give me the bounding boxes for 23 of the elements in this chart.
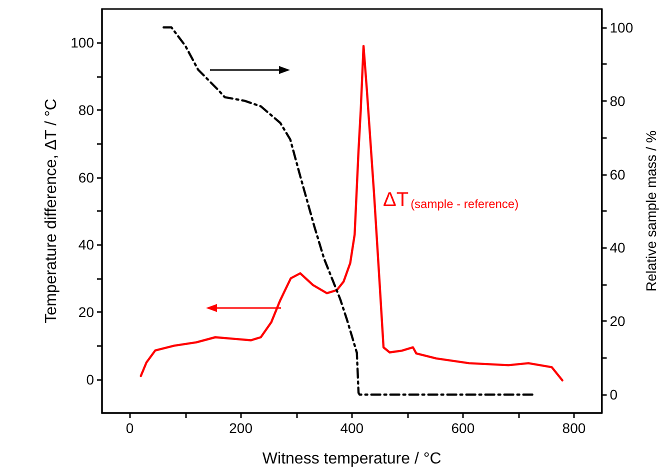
y2-tick-label: 20	[610, 313, 626, 330]
x-tick-label: 800	[562, 420, 586, 436]
line-series	[140, 44, 564, 382]
y-tick-label: 100	[70, 34, 94, 51]
y2-tick-label: 40	[610, 240, 626, 256]
x-tick-label: 200	[229, 420, 253, 436]
y2-axis-title: Relative sample mass / %	[643, 130, 659, 292]
y2-tick-label: 100	[610, 19, 634, 36]
y-tick-label: 0	[86, 371, 94, 388]
y2-tick-label: 0	[610, 386, 618, 403]
y2-tick-label: 60	[610, 166, 626, 182]
x-tick-label: 0	[126, 420, 134, 436]
line-series	[162, 26, 536, 396]
x-tick-label: 400	[340, 420, 364, 436]
y-tick-label: 80	[78, 102, 94, 118]
y2-tick-label: 80	[610, 92, 626, 109]
y-tick-label: 60	[78, 169, 94, 186]
x-tick-label: 600	[451, 420, 475, 436]
y-tick-label: 20	[78, 304, 94, 320]
y-tick-label: 40	[78, 236, 94, 253]
annotation: ΔT(sample - reference)	[383, 189, 519, 211]
x-axis-title: Witness temperature / °C	[262, 450, 442, 468]
y-axis-title: Temperature difference, ΔT / °C	[43, 98, 60, 324]
